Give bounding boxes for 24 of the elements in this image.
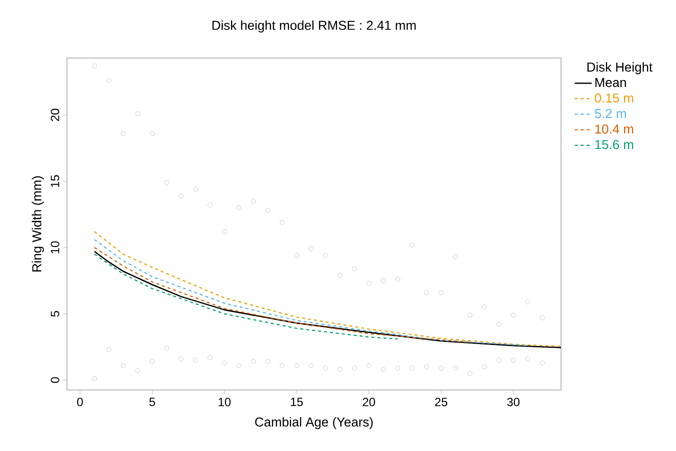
x-axis-title: Cambial Age (Years) — [255, 417, 373, 430]
legend-label: 10.4 m — [595, 124, 634, 134]
chart-title: Disk height model RMSE : 2.41 mm — [212, 20, 416, 32]
line-series — [94, 254, 398, 340]
legend-label: Mean — [595, 78, 626, 88]
x-tick-label: 20 — [362, 398, 376, 406]
line-series — [94, 246, 471, 343]
y-axis-title: Ring Width (mm) — [32, 176, 44, 272]
line-series — [94, 250, 562, 348]
legend-label: 5.2 m — [594, 108, 626, 118]
x-tick-label: 5 — [149, 398, 156, 406]
x-tick-label: 25 — [435, 398, 448, 406]
y-tick-label: 10 — [50, 241, 60, 254]
y-tick-label: 5 — [50, 310, 60, 317]
y-tick-label: 15 — [50, 175, 60, 187]
x-tick-label: 30 — [507, 398, 520, 406]
x-tick-label: 0 — [77, 398, 83, 406]
legend-title: Disk Height — [587, 62, 652, 74]
x-tick-label: 10 — [218, 398, 231, 406]
y-tick-label: 20 — [50, 108, 60, 122]
x-tick-label: 15 — [290, 398, 303, 406]
legend-label: 15.6 m — [595, 140, 634, 150]
legend-label: 0.15 m — [594, 93, 634, 103]
y-tick-label: 0 — [50, 377, 60, 383]
